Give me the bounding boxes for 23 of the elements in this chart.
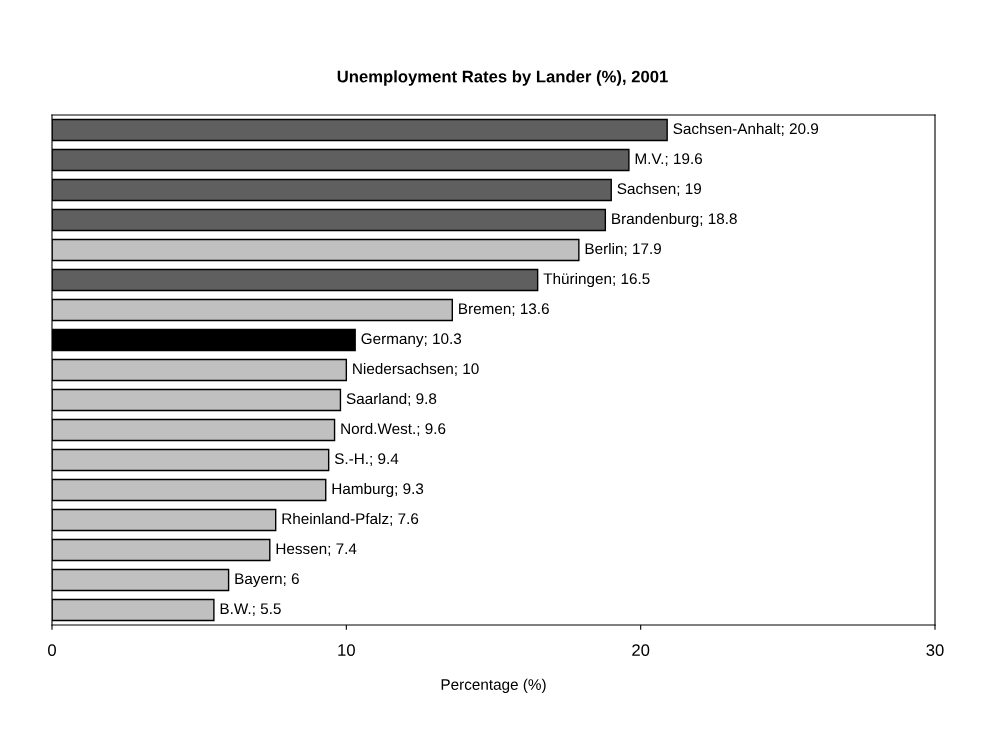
x-tick-label: 10	[338, 644, 355, 656]
data-label: Rheinland-Pfalz; 7.6	[282, 512, 419, 526]
chart-title: Unemployment Rates by Lander (%), 2001	[337, 70, 668, 86]
data-label: Sachsen-Anhalt; 20.9	[673, 122, 819, 136]
data-label: Germany; 10.3	[361, 333, 462, 348]
data-label: Hamburg; 9.3	[332, 482, 424, 498]
data-label: Hessen; 7.4	[276, 543, 357, 556]
data-label: B.W.; 5.5	[220, 603, 281, 616]
data-label: Thüringen; 16.5	[543, 272, 650, 288]
data-label: S.-H.; 9.4	[334, 453, 399, 466]
data-label: Brandenburg; 18.8	[612, 212, 737, 228]
x-tick-label: 30	[926, 644, 944, 656]
x-axis-title: Percentage (%)	[441, 678, 546, 693]
data-label: Berlin; 17.9	[585, 242, 661, 256]
data-label: Niedersachsen; 10	[353, 362, 479, 376]
data-label: Bayern; 6	[235, 573, 299, 588]
data-label: Saarland; 9.8	[346, 392, 437, 406]
data-label: M.V.; 19.6	[635, 153, 703, 166]
data-label: Sachsen; 19	[617, 182, 701, 196]
data-label: Bremen; 13.6	[459, 303, 549, 316]
x-tick-label: 0	[48, 644, 56, 656]
data-label: Nord.West.; 9.6	[341, 422, 446, 436]
x-tick-label: 20	[632, 644, 650, 656]
